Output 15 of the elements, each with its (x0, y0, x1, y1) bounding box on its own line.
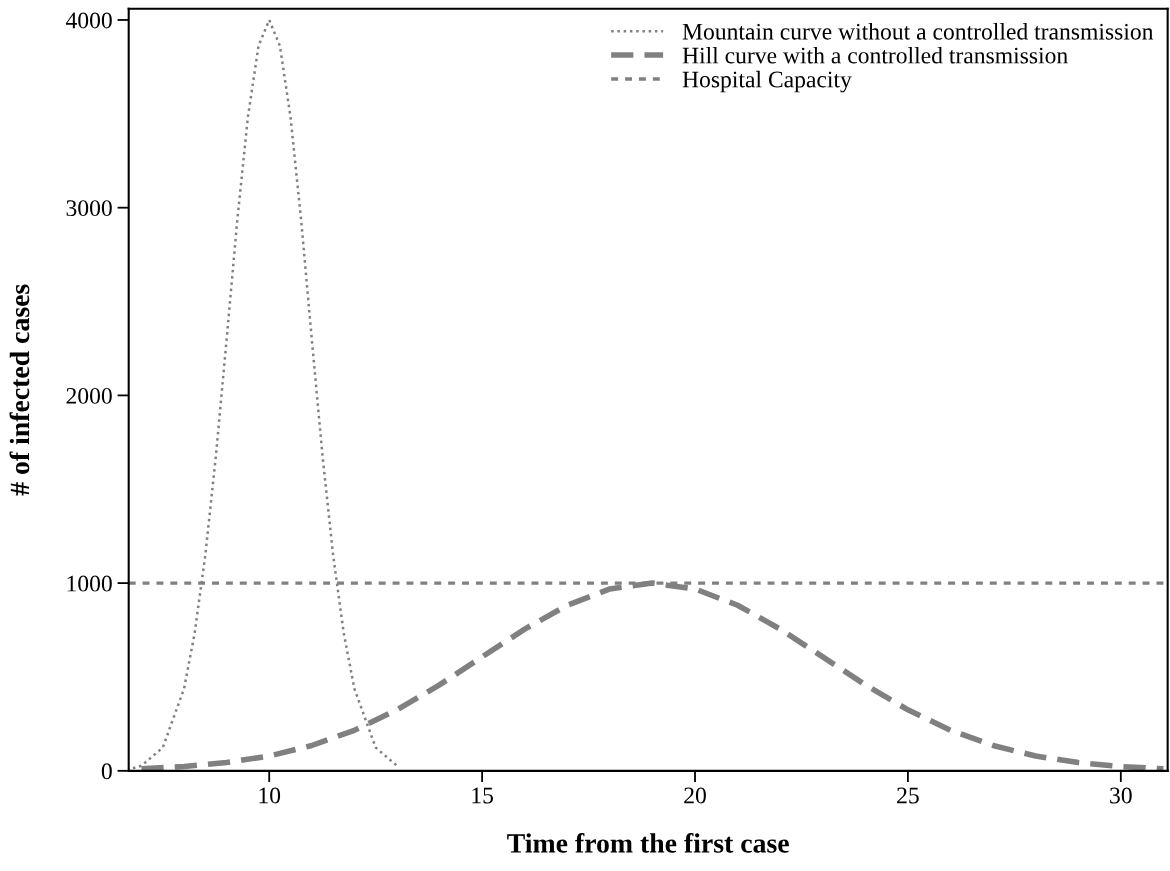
y-tick-label: 4000 (65, 12, 112, 29)
x-tick-label: 10 (259, 787, 281, 804)
y-tick-label: 0 (101, 763, 112, 780)
legend-label: Mountain curve without a controlled transmission (682, 23, 1154, 40)
x-axis-title: Time from the first case (507, 832, 789, 853)
x-tick-label: 15 (472, 787, 493, 804)
y-tick-label: 3000 (66, 200, 112, 217)
y-axis-title: # of infected cases (9, 284, 30, 496)
y-tick-label: 1000 (67, 575, 112, 592)
x-tick-label: 25 (897, 787, 919, 804)
legend-label: Hill curve with a controlled transmission (682, 46, 1068, 64)
x-tick-label: 20 (684, 787, 706, 804)
legend-label: Hospital Capacity (682, 70, 852, 93)
y-tick-label: 2000 (66, 387, 112, 404)
x-tick-label: 30 (1110, 787, 1132, 804)
